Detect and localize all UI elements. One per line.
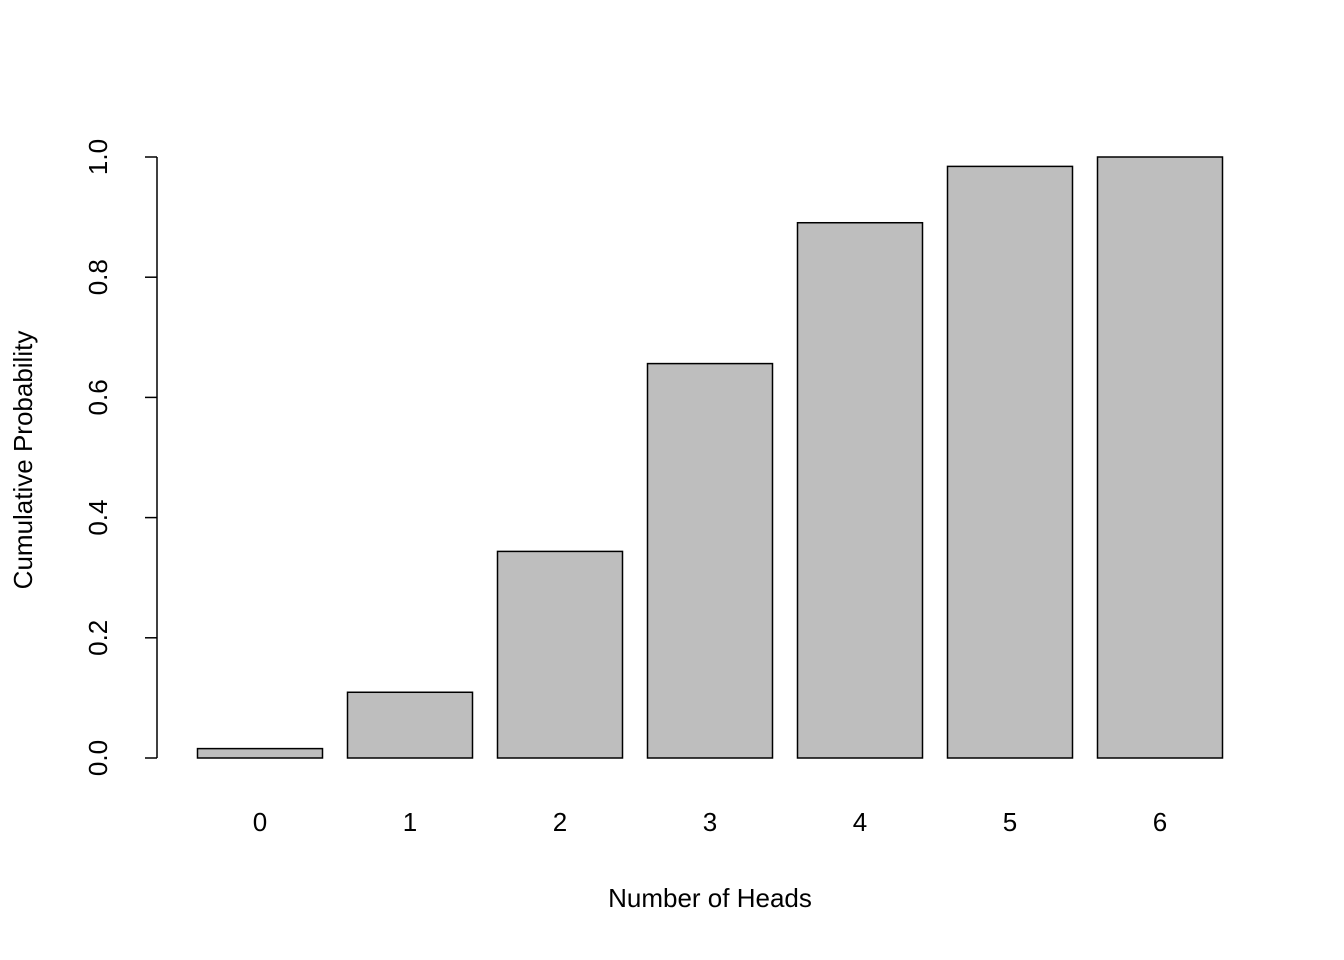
x-axis-label: Number of Heads	[608, 883, 812, 913]
bar	[796, 221, 924, 759]
bar	[646, 362, 774, 759]
x-tick-label: 5	[1003, 807, 1017, 837]
x-tick-label: 2	[553, 807, 567, 837]
y-tick-label: 0.6	[83, 379, 113, 415]
y-tick-label: 0.4	[83, 500, 113, 536]
x-tick-label: 4	[853, 807, 867, 837]
bar	[196, 747, 324, 759]
x-tick-label: 6	[1153, 807, 1167, 837]
x-tick-label: 1	[403, 807, 417, 837]
bar	[496, 550, 624, 759]
x-tick-label: 0	[253, 807, 267, 837]
x-tick-label: 3	[703, 807, 717, 837]
bar	[346, 691, 474, 759]
y-tick-label: 1.0	[83, 139, 113, 175]
bar	[946, 165, 1074, 759]
bar	[1096, 156, 1224, 759]
y-tick-label: 0.0	[83, 740, 113, 776]
y-tick-label: 0.2	[83, 620, 113, 656]
y-tick-label: 0.8	[83, 259, 113, 295]
y-axis-label: Cumulative Probability	[8, 331, 38, 590]
